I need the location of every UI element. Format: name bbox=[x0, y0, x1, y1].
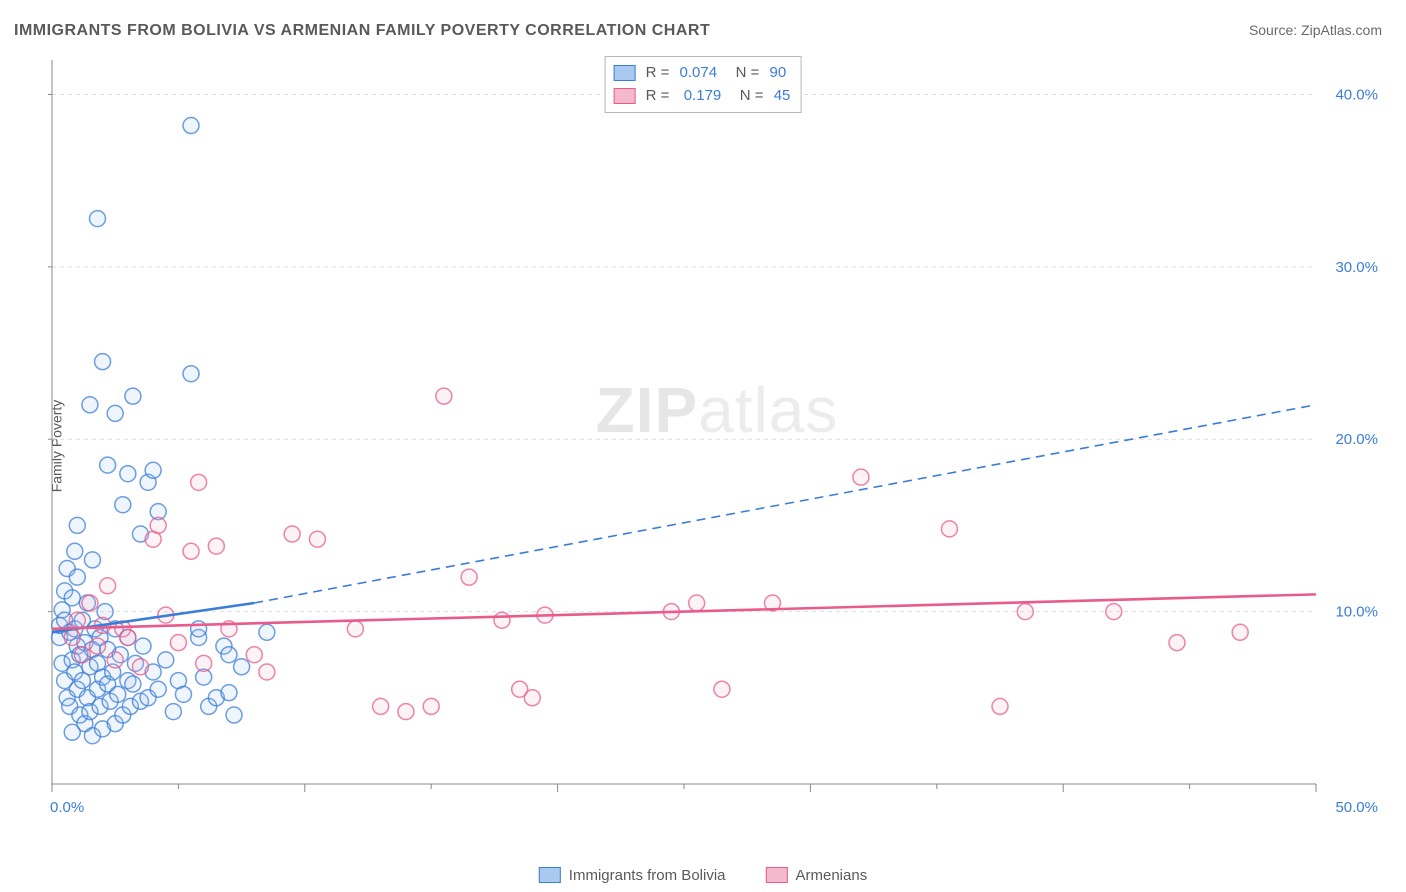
stat-n-value: 45 bbox=[774, 84, 791, 107]
stat-n-label: N = bbox=[723, 61, 763, 84]
svg-text:20.0%: 20.0% bbox=[1335, 431, 1378, 448]
plot-area: ZIPatlas 10.0%20.0%30.0%40.0%0.0%50.0% bbox=[48, 56, 1386, 826]
svg-text:10.0%: 10.0% bbox=[1335, 604, 1378, 621]
legend-item: Armenians bbox=[766, 867, 868, 884]
stats-legend: R = 0.074 N = 90R = 0.179 N = 45 bbox=[605, 56, 802, 113]
svg-text:40.0%: 40.0% bbox=[1335, 86, 1378, 103]
plot-svg: 10.0% 20.0% 30.0% 40.0% 0.0% 50.0% bbox=[48, 56, 1386, 826]
stat-n-label: N = bbox=[727, 84, 767, 107]
legend-swatch bbox=[614, 88, 636, 104]
legend-item: Immigrants from Bolivia bbox=[539, 867, 726, 884]
legend-label: Armenians bbox=[796, 867, 868, 884]
svg-text:50.0%: 50.0% bbox=[1335, 799, 1378, 816]
svg-text:30.0%: 30.0% bbox=[1335, 259, 1378, 276]
legend-swatch bbox=[539, 867, 561, 883]
legend-swatch bbox=[766, 867, 788, 883]
stat-r-value: 0.074 bbox=[680, 61, 718, 84]
chart-source: Source: ZipAtlas.com bbox=[1249, 22, 1382, 38]
stats-row: R = 0.179 N = 45 bbox=[614, 84, 791, 107]
stat-r-label: R = bbox=[646, 61, 674, 84]
legend-swatch bbox=[614, 65, 636, 81]
chart-title: IMMIGRANTS FROM BOLIVIA VS ARMENIAN FAMI… bbox=[14, 22, 710, 40]
stats-row: R = 0.074 N = 90 bbox=[614, 61, 791, 84]
stat-r-value: 0.179 bbox=[684, 84, 722, 107]
stat-n-value: 90 bbox=[770, 61, 787, 84]
series-legend: Immigrants from Bolivia Armenians bbox=[539, 867, 867, 884]
correlation-chart: IMMIGRANTS FROM BOLIVIA VS ARMENIAN FAMI… bbox=[0, 0, 1406, 892]
legend-label: Immigrants from Bolivia bbox=[569, 867, 726, 884]
svg-text:0.0%: 0.0% bbox=[50, 799, 84, 816]
stat-r-label: R = bbox=[646, 84, 678, 107]
